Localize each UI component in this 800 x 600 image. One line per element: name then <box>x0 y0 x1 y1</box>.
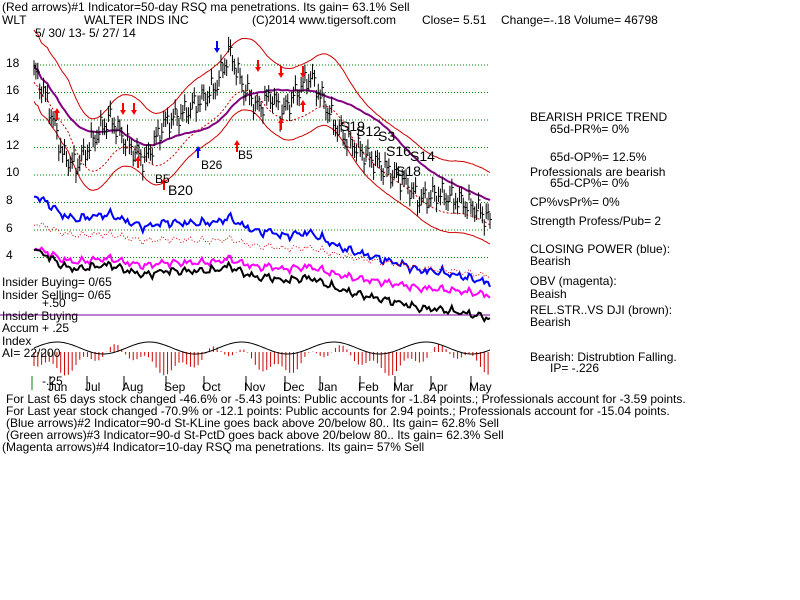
price-tick: 10 <box>6 165 20 179</box>
month-label: Jul <box>85 380 101 394</box>
footer-line-5: (Magenta arrows)#4 Indicator=10-day RSQ … <box>2 440 425 454</box>
month-label: Feb <box>358 380 379 394</box>
month-label: May <box>469 380 492 394</box>
moving-average <box>33 65 491 202</box>
price-tick: 14 <box>6 111 20 125</box>
insider-buying: Insider Buying= 0/65 <box>2 275 112 289</box>
month-label: Jan <box>318 380 338 394</box>
obv-line <box>33 246 491 299</box>
obv-value: Beaish <box>530 287 567 301</box>
closing-power-value: Bearish <box>530 254 571 268</box>
footer-line-3: (Blue arrows)#2 Indicator=90-d St-KLine … <box>6 416 499 430</box>
change-volume: Change=-.18 Volume= 46798 <box>501 13 658 27</box>
ai-label: AI= 22/200 <box>2 346 61 360</box>
accumulation-histogram <box>33 341 491 376</box>
relstr-title: REL.STR..VS DJI (brown): <box>530 303 673 317</box>
price-bars <box>33 36 492 236</box>
red-up-arrow-head <box>135 156 141 161</box>
month-label: Aug <box>122 380 144 394</box>
relstr-value: Bearish <box>530 315 571 329</box>
footer-line-2: For Last year stock changed -70.9% or -1… <box>6 404 670 418</box>
month-label: Sep <box>164 380 186 394</box>
blue-down-arrow-head <box>214 48 220 53</box>
red-up-arrow-head <box>161 178 167 183</box>
lower-band <box>33 101 491 245</box>
month-label: Apr <box>429 380 448 394</box>
price-tick: 4 <box>6 248 13 262</box>
indicator-lines <box>33 195 491 323</box>
red-down-arrow-head <box>300 73 306 78</box>
signal-b26: B26 <box>201 158 223 172</box>
red-down-arrow-head <box>278 73 284 78</box>
insider-selling: Insider Selling= 0/65 <box>2 288 112 302</box>
footer-line-1: For Last 65 days stock changed -46.6% or… <box>6 392 686 406</box>
header-indicator-line: (Red arrows)#1 Indicator=50-day RSQ ma p… <box>2 0 410 14</box>
signal-s3: S3 <box>378 128 396 144</box>
signal-s14: S14 <box>410 148 435 164</box>
red-up-arrow-head <box>234 140 240 145</box>
trend-title: BEARISH PRICE TREND <box>530 110 668 124</box>
month-label: Oct <box>202 380 221 394</box>
footer-line-4: (Green arrows)#3 Indicator=90-d St-PctD … <box>6 428 504 442</box>
red-down-arrow-head <box>131 110 137 115</box>
relstr-line <box>33 248 491 323</box>
price-tick: 6 <box>6 221 13 235</box>
strength-ratio: Strength Profess/Pub= 2 <box>530 214 662 228</box>
signal-b5: B5 <box>155 172 170 186</box>
signal-b5-second: B5 <box>238 148 253 162</box>
axis-marks <box>31 376 472 390</box>
signal-b20: B20 <box>168 182 193 198</box>
red-up-arrow-head <box>300 100 306 105</box>
index-label: Index <box>2 334 32 348</box>
signal-s18: S18 <box>396 163 421 179</box>
red-down-arrow-head <box>255 67 261 72</box>
month-label: Jun <box>48 380 68 394</box>
closing-power-line <box>33 195 491 288</box>
signal-s16: S16 <box>386 143 411 159</box>
price-bands <box>33 29 491 245</box>
professionals-text: Professionals are bearish <box>530 165 666 179</box>
op-value: 65d-OP%= 12.5% <box>550 150 647 164</box>
cp-value: 65d-CP%= 0% <box>550 176 630 190</box>
insider-buying-label: Insider Buying <box>2 309 79 323</box>
copyright: (C)2014 www.tigersoft.com <box>252 13 397 27</box>
price-tick: 18 <box>6 56 20 70</box>
pr-value: 65d-PR%= 0% <box>550 122 630 136</box>
blue-up-arrow-head <box>195 146 201 151</box>
ai-line <box>33 341 491 355</box>
red-down-arrow-head <box>120 110 126 115</box>
month-label: Nov <box>244 380 266 394</box>
company-name: WALTER INDS INC <box>84 13 189 27</box>
signal-arrows <box>54 41 306 190</box>
ticker: WLT <box>2 13 27 27</box>
closing-power-ma <box>33 221 491 280</box>
accum-label: Accum + .25 <box>2 321 70 335</box>
red-up-arrow-head <box>54 108 60 113</box>
month-label: Dec <box>283 380 305 394</box>
red-up-arrow-head <box>278 118 284 123</box>
close-value: Close= 5.51 <box>422 13 487 27</box>
cp-vs-pr: CP%vsPr%= 0% <box>530 195 620 209</box>
signal-s19: S19 <box>340 118 365 134</box>
ip-value: IP= -.226 <box>550 361 600 375</box>
signal-s12: S12 <box>356 123 381 139</box>
month-label: Mar <box>393 380 414 394</box>
date-range: 5/ 30/ 13- 5/ 27/ 14 <box>35 26 136 40</box>
closing-power-title: CLOSING POWER (blue): <box>530 242 671 256</box>
obv-title: OBV (magenta): <box>530 274 617 288</box>
price-tick: 12 <box>6 138 20 152</box>
minus-25-label: -.25 <box>42 374 63 388</box>
price-tick: 16 <box>6 83 20 97</box>
ai-trend: Bearish: Distrubtion Falling. <box>530 350 677 364</box>
plus-50-label: +.50 <box>42 296 66 310</box>
price-tick: 8 <box>6 193 13 207</box>
